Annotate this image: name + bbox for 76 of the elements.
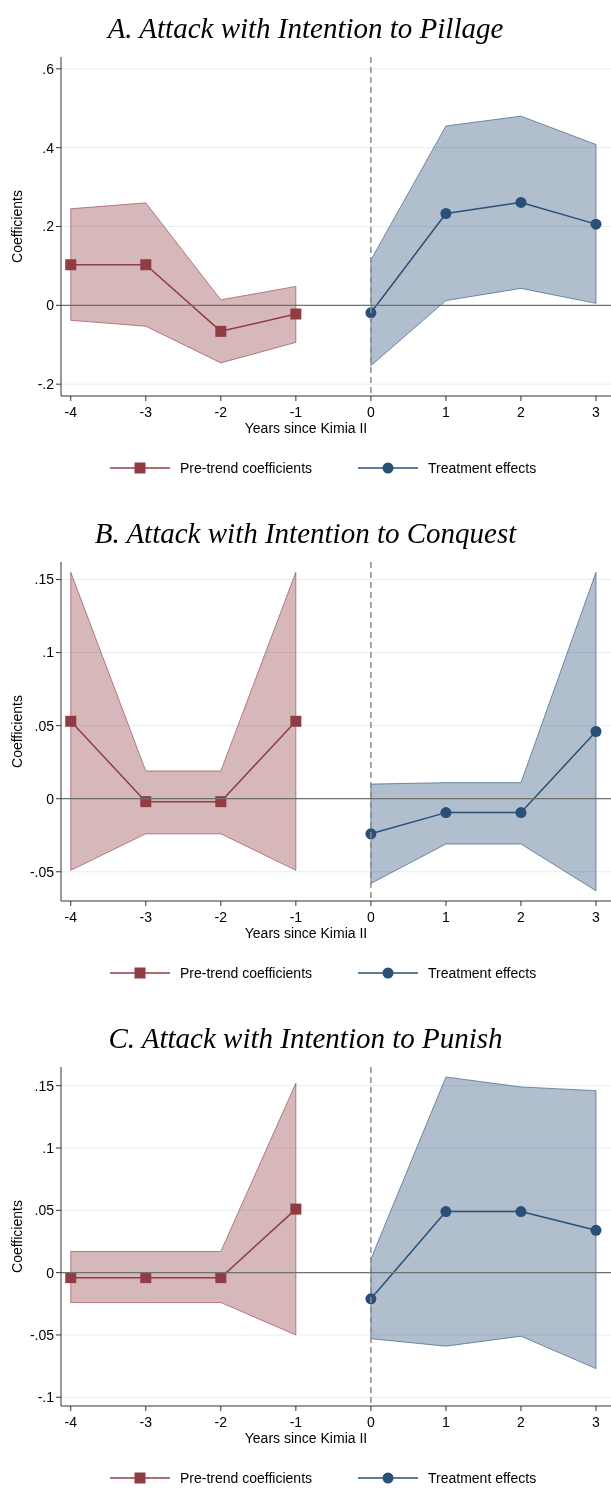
x-tick-label: -3 [139,404,153,420]
point [65,259,77,271]
x-tick-label: 2 [517,909,526,925]
point [290,1203,302,1215]
x-tick-label: 1 [442,909,451,925]
y-tick-label: -.05 [29,1326,55,1343]
legend-label: Treatment effects [428,1469,537,1486]
point [290,715,302,727]
x-tick-label: 3 [592,1414,601,1430]
x-tick-label: -3 [139,909,153,925]
x-axis-title: Years since Kimia II [244,420,368,436]
point [140,796,152,808]
y-axis-title: Coefficients [9,695,25,768]
x-tick-label: -2 [214,909,228,925]
x-tick-label: -4 [64,404,78,420]
y-tick-label: .15 [34,571,55,588]
point [590,726,602,737]
point [590,1224,602,1236]
y-axis-title: Coefficients [9,190,25,263]
point [440,1206,452,1218]
y-tick-label: .05 [34,1202,55,1219]
x-tick-label: 1 [442,1414,451,1430]
x-axis-title: Years since Kimia II [244,925,368,941]
chart-title: C. Attack with Intention to Punish [108,1022,503,1054]
y-tick-label: -.05 [29,863,55,880]
y-tick-label: .2 [42,218,55,235]
y-axis-title: Coefficients [9,1200,25,1273]
y-tick-label: .4 [42,139,55,156]
point [440,807,452,819]
x-tick-label: -3 [139,1414,153,1430]
x-tick-label: -2 [214,1414,228,1430]
y-tick-label: 0 [46,1264,55,1281]
y-tick-label: .1 [42,1139,55,1156]
x-tick-label: -1 [289,1414,303,1430]
x-tick-label: 3 [592,404,601,420]
y-tick-label: 0 [46,790,55,807]
point [65,715,77,727]
x-tick-label: 0 [366,909,375,925]
x-axis-title: Years since Kimia II [244,1430,368,1446]
y-tick-label: 0 [46,297,55,314]
legend-label: Pre-trend coefficients [180,459,313,476]
point [65,1272,77,1284]
x-tick-label: -4 [64,909,78,925]
y-tick-label: .05 [34,717,55,734]
point [515,196,527,208]
x-tick-label: 0 [366,404,375,420]
legend-label: Treatment effects [428,459,537,476]
x-tick-label: 0 [366,1414,375,1430]
x-tick-label: -2 [214,404,228,420]
point [515,1206,527,1218]
y-tick-label: .6 [42,60,55,77]
x-tick-label: 1 [442,404,451,420]
legend-label: Pre-trend coefficients [180,1469,313,1486]
legend-label: Treatment effects [428,964,537,981]
x-tick-label: -4 [64,1414,78,1430]
legend-label: Pre-trend coefficients [180,964,313,981]
point [215,1272,227,1284]
x-tick-label: 2 [517,404,526,420]
point [140,259,152,271]
point [140,1272,152,1284]
point [590,218,602,230]
chart-title: A. Attack with Intention to Pillage [105,12,504,44]
y-tick-label: -.1 [37,1389,55,1406]
point [215,325,227,337]
y-tick-label: .1 [42,644,55,661]
point [215,796,227,808]
y-tick-label: -.2 [37,376,55,393]
point [515,807,527,819]
point [290,308,302,320]
chart-title: B. Attack with Intention to Conquest [94,517,518,549]
y-tick-label: .15 [34,1077,55,1094]
x-tick-label: 2 [517,1414,526,1430]
x-tick-label: -1 [289,909,303,925]
x-tick-label: -1 [289,404,303,420]
point [440,207,452,219]
x-tick-label: 3 [592,909,601,925]
